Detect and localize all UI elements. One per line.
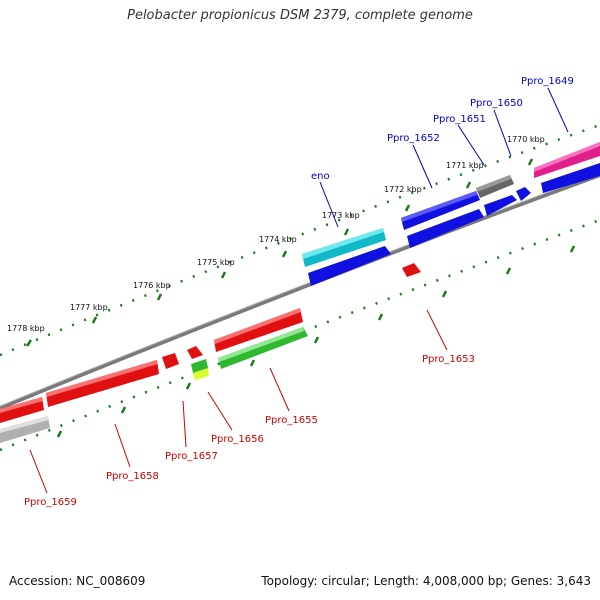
gene-label-ppro-1655[interactable]: Ppro_1655 xyxy=(265,415,318,426)
minor-tick xyxy=(56,430,63,438)
genome-backbone xyxy=(0,173,600,410)
major-tick xyxy=(343,228,350,236)
major-tick xyxy=(220,271,227,279)
tick-labels: 1770 kbp 1771 kbp 1772 kbp 1773 kbp 1774… xyxy=(7,135,545,333)
inner-scale-ring xyxy=(0,218,600,452)
major-tick xyxy=(465,181,472,189)
tick-label-1774: 1774 kbp xyxy=(259,235,297,244)
major-tick xyxy=(281,250,288,258)
minor-tick xyxy=(569,245,576,253)
gene-label-ppro-1658[interactable]: Ppro_1658 xyxy=(106,471,159,482)
forward-strand-features xyxy=(302,142,600,286)
gene-label-eno[interactable]: eno xyxy=(311,171,330,182)
tick-label-1775: 1775 kbp xyxy=(197,258,235,267)
gene-label-ppro-1653[interactable]: Ppro_1653 xyxy=(422,354,475,365)
gene-label-ppro-1652[interactable]: Ppro_1652 xyxy=(387,133,440,144)
minor-tick xyxy=(377,313,384,321)
accession-text: Accession: NC_008609 xyxy=(9,574,146,588)
map-title: Pelobacter propionicus DSM 2379, complet… xyxy=(127,8,473,23)
outer-scale-ring xyxy=(0,123,600,357)
tick-label-1772: 1772 kbp xyxy=(384,185,422,194)
major-tick xyxy=(404,204,411,212)
minor-tick xyxy=(185,382,192,390)
tick-label-1777: 1777 kbp xyxy=(70,303,108,312)
minor-tick xyxy=(120,406,127,414)
tick-label-1771: 1771 kbp xyxy=(446,161,484,170)
minor-tick xyxy=(313,336,320,344)
tick-label-1770: 1770 kbp xyxy=(507,135,545,144)
major-tick xyxy=(25,339,33,347)
tick-label-1778: 1778 kbp xyxy=(7,324,45,333)
gene-labels: Ppro_1649 Ppro_1650 Ppro_1651 Ppro_1652 … xyxy=(24,76,574,508)
minor-tick xyxy=(441,290,448,298)
genome-summary-text: Topology: circular; Length: 4,008,000 bp… xyxy=(261,574,591,588)
minor-tick xyxy=(249,359,256,367)
tick-label-1776: 1776 kbp xyxy=(133,281,171,290)
gene-label-ppro-1649[interactable]: Ppro_1649 xyxy=(521,76,574,87)
gene-label-ppro-1659[interactable]: Ppro_1659 xyxy=(24,497,77,508)
major-tick xyxy=(91,316,98,324)
label-leaders xyxy=(29,87,569,494)
minor-tick xyxy=(505,267,512,275)
gene-label-ppro-1656[interactable]: Ppro_1656 xyxy=(211,434,264,445)
gene-label-ppro-1651[interactable]: Ppro_1651 xyxy=(433,114,486,125)
major-tick xyxy=(527,158,534,166)
reverse-strand-features xyxy=(0,263,421,443)
gene-label-ppro-1650[interactable]: Ppro_1650 xyxy=(470,98,523,109)
tick-label-1773: 1773 kbp xyxy=(322,211,360,220)
major-tick xyxy=(156,293,163,301)
gene-label-ppro-1657[interactable]: Ppro_1657 xyxy=(165,451,218,462)
